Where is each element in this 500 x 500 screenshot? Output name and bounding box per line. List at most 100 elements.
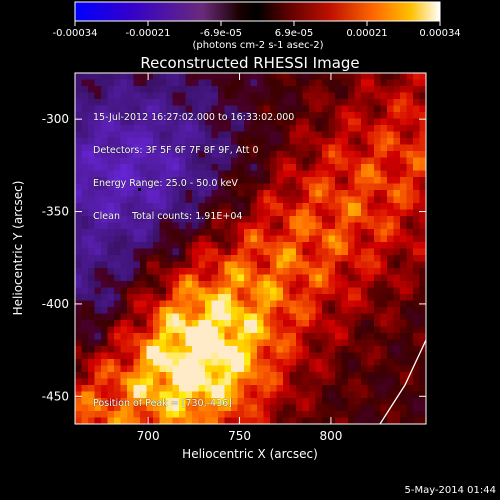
heatmap-cell	[211, 170, 219, 178]
heatmap-cell	[283, 255, 290, 262]
heatmap-cell	[140, 352, 147, 360]
heatmap-cell	[380, 196, 388, 204]
heatmap-cell	[198, 300, 206, 308]
heatmap-cell	[367, 183, 375, 191]
heatmap-cell	[276, 274, 284, 282]
heatmap-cell	[166, 209, 173, 217]
heatmap-cell	[413, 190, 420, 197]
heatmap-cell	[335, 118, 342, 126]
heatmap-cell	[237, 378, 245, 386]
heatmap-cell	[153, 222, 160, 230]
heatmap-cell	[302, 79, 310, 87]
heatmap-cell	[322, 209, 329, 217]
heatmap-cell	[166, 190, 173, 197]
heatmap-cell	[309, 105, 316, 113]
heatmap-cell	[146, 79, 154, 87]
heatmap-cell	[205, 313, 212, 321]
heatmap-cell	[354, 333, 362, 340]
heatmap-cell	[322, 164, 329, 171]
heatmap-cell	[393, 105, 401, 113]
heatmap-cell	[296, 151, 303, 158]
heatmap-cell	[283, 378, 290, 386]
heatmap-cell	[81, 92, 89, 100]
heatmap-cell	[224, 144, 232, 152]
method-counts-text: Clean Total counts: 1.91E+04	[93, 211, 243, 222]
heatmap-cell	[120, 281, 128, 288]
heatmap-cell	[380, 313, 388, 321]
heatmap-cell	[244, 242, 251, 249]
heatmap-cell	[101, 352, 108, 360]
heatmap-cell	[166, 313, 173, 321]
heatmap-cell	[263, 138, 271, 145]
heatmap-cell	[289, 313, 297, 321]
heatmap-cell	[172, 190, 180, 197]
heatmap-cell	[400, 287, 407, 295]
heatmap-cell	[75, 248, 82, 256]
heatmap-cell	[224, 118, 232, 126]
heatmap-cell	[322, 86, 329, 93]
heatmap-cell	[159, 287, 167, 295]
heatmap-cell	[107, 326, 115, 334]
heatmap-cell	[107, 125, 115, 132]
heatmap-cell	[406, 352, 414, 360]
heatmap-cell	[179, 242, 186, 249]
heatmap-cell	[380, 157, 388, 165]
heatmap-cell	[146, 242, 154, 249]
heatmap-cell	[140, 151, 147, 158]
heatmap-cell	[159, 391, 167, 399]
heatmap-cell	[419, 346, 426, 353]
heatmap-cell	[75, 196, 82, 204]
heatmap-cell	[88, 125, 95, 132]
heatmap-cell	[309, 404, 316, 412]
heatmap-cell	[120, 209, 128, 217]
heatmap-cell	[166, 164, 173, 171]
heatmap-cell	[81, 209, 89, 217]
heatmap-cell	[250, 398, 258, 405]
heatmap-cell	[185, 391, 193, 399]
heatmap-cell	[114, 398, 121, 405]
heatmap-cell	[88, 391, 95, 399]
heatmap-cell	[263, 281, 271, 288]
heatmap-cell	[159, 177, 167, 184]
heatmap-cell	[289, 209, 297, 217]
heatmap-cell	[244, 398, 251, 405]
heatmap-cell	[283, 235, 290, 243]
heatmap-cell	[283, 300, 290, 308]
heatmap-cell	[198, 320, 206, 327]
heatmap-cell	[283, 86, 290, 93]
heatmap-cell	[88, 151, 95, 158]
heatmap-cell	[406, 170, 414, 178]
heatmap-cell	[380, 235, 388, 243]
heatmap-cell	[250, 378, 258, 386]
heatmap-cell	[114, 346, 121, 353]
heatmap-cell	[81, 73, 89, 80]
heatmap-cell	[114, 203, 121, 210]
heatmap-cell	[205, 320, 212, 327]
chart-title: Reconstructed RHESSI Image	[140, 54, 359, 72]
heatmap-cell	[393, 378, 401, 386]
heatmap-cell	[380, 281, 388, 288]
heatmap-cell	[185, 326, 193, 334]
heatmap-cell	[244, 385, 251, 392]
heatmap-cell	[224, 92, 232, 100]
heatmap-cell	[257, 411, 264, 418]
heatmap-cell	[159, 378, 167, 386]
heatmap-cell	[257, 307, 264, 314]
heatmap-cell	[237, 79, 245, 87]
heatmap-cell	[289, 359, 297, 366]
heatmap-cell	[270, 86, 277, 93]
heatmap-cell	[153, 294, 160, 301]
heatmap-cell	[172, 216, 180, 223]
heatmap-cell	[94, 404, 102, 412]
heatmap-cell	[354, 164, 362, 171]
heatmap-cell	[179, 131, 186, 139]
heatmap-cell	[107, 79, 115, 87]
heatmap-cell	[367, 313, 375, 321]
heatmap-cell	[218, 372, 225, 379]
heatmap-cell	[198, 177, 206, 184]
heatmap-cell	[354, 190, 362, 197]
heatmap-cell	[354, 294, 362, 301]
heatmap-cell	[322, 183, 329, 191]
heatmap-cell	[270, 131, 277, 139]
heatmap-cell	[244, 372, 251, 379]
